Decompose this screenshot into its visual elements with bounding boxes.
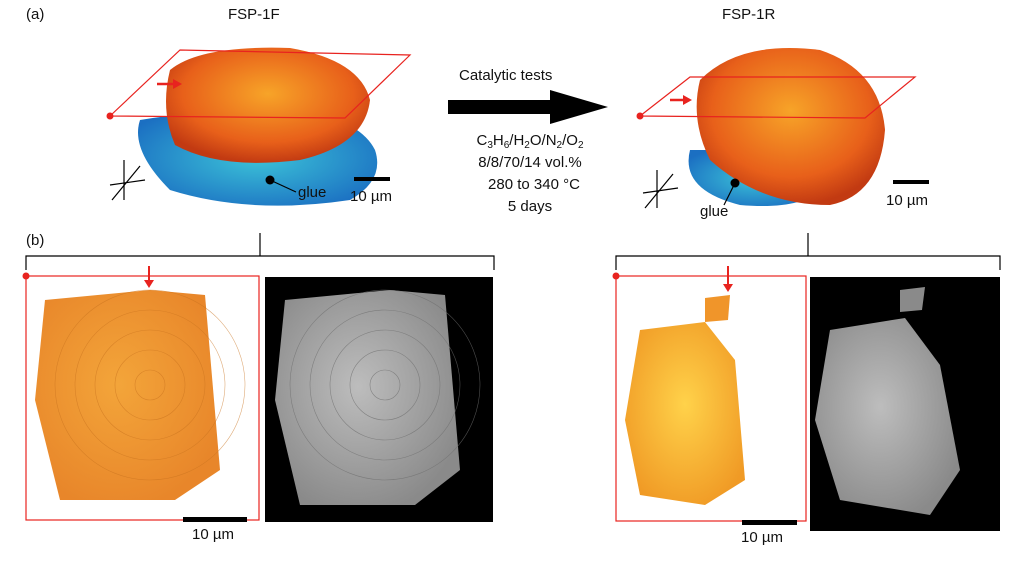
axes-triad-icon	[642, 170, 679, 209]
catalytic-tests-arrow	[448, 90, 608, 124]
glue-label: glue	[298, 184, 327, 201]
scale-label: 10 µm	[350, 188, 392, 205]
scale-bar	[893, 180, 929, 184]
fsp-1f-3d-render	[106, 47, 412, 206]
temperature-range: 280 to 340 °C	[488, 176, 580, 193]
gas-formula: C3H6/H2O/N2/O2	[476, 132, 584, 151]
panel-a-label: (a)	[26, 6, 45, 23]
scale-bar	[742, 520, 797, 525]
slice-frame	[25, 275, 260, 521]
slice-frame	[615, 275, 807, 522]
bracket-left	[25, 233, 495, 270]
panel-b-label: (b)	[26, 232, 45, 249]
scale-bar	[354, 177, 390, 181]
scale-label: 10 µm	[192, 526, 234, 543]
gas-composition: 8/8/70/14 vol.%	[478, 154, 582, 171]
fsp-1r-color-slice	[625, 322, 745, 505]
fsp-1f-color-slice	[35, 290, 220, 500]
fsp-1f-title: FSP-1F	[228, 6, 280, 23]
arrow-title: Catalytic tests	[459, 67, 553, 84]
bracket-right	[615, 233, 1001, 270]
scale-label: 10 µm	[741, 529, 783, 546]
glue-label: glue	[700, 203, 729, 220]
scale-bar	[183, 517, 247, 522]
fsp-1r-title: FSP-1R	[722, 6, 776, 23]
fsp-1r-3d-render	[636, 48, 917, 206]
scale-label: 10 µm	[886, 192, 928, 209]
duration: 5 days	[507, 198, 553, 215]
axes-triad-icon	[109, 160, 146, 201]
